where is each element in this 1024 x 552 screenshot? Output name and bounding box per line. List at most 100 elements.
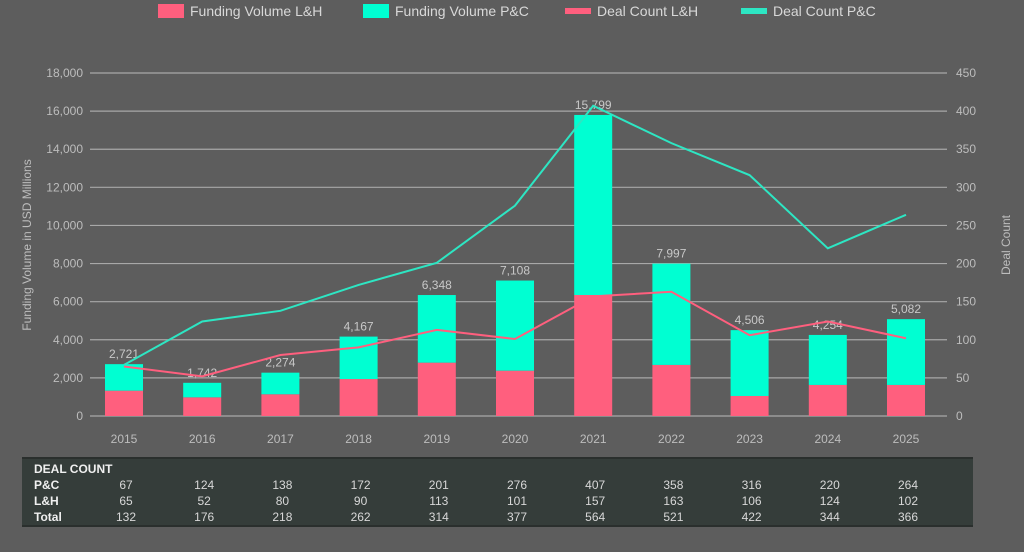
x-tick-label: 2018 bbox=[345, 432, 372, 446]
bar-funding-pc bbox=[808, 334, 847, 385]
y-tick-label: 18,000 bbox=[46, 66, 83, 80]
total-label: 7,997 bbox=[656, 247, 686, 261]
x-tick-label: 2023 bbox=[736, 432, 763, 446]
row-label: Total bbox=[34, 510, 62, 524]
bar-funding-lh bbox=[574, 294, 613, 416]
chart: Funding Volume in USD Millions Deal Coun… bbox=[20, 66, 1013, 446]
y2-tick-label: 400 bbox=[956, 104, 976, 118]
bar-funding-lh bbox=[417, 362, 456, 416]
legend: Funding Volume L&H Funding Volume P&C De… bbox=[0, 3, 1024, 23]
bar-funding-pc bbox=[730, 330, 769, 396]
legend-item-deals-lh[interactable]: Deal Count L&H bbox=[565, 3, 698, 19]
bar-funding-pc bbox=[574, 114, 613, 295]
table-cell: 102 bbox=[897, 494, 919, 508]
table-row: L&H 65 52 80 90 113 101 157 163 106 124 102 bbox=[22, 494, 973, 510]
row-label: P&C bbox=[34, 478, 60, 492]
legend-swatch bbox=[363, 4, 389, 18]
y2-tick-label: 450 bbox=[956, 66, 976, 80]
table-cell: 176 bbox=[194, 510, 215, 524]
y-tick-label: 12,000 bbox=[46, 180, 83, 194]
legend-label: Deal Count P&C bbox=[773, 3, 876, 19]
table-cell: 113 bbox=[429, 494, 449, 508]
bar-funding-pc bbox=[496, 280, 534, 371]
y2-tick-label: 350 bbox=[956, 142, 976, 156]
table-cell: 65 bbox=[119, 494, 133, 508]
table-cell: 157 bbox=[585, 494, 606, 508]
y-tick-label: 2,000 bbox=[53, 371, 83, 385]
table-cell: 344 bbox=[819, 510, 840, 524]
x-tick-label: 2019 bbox=[423, 432, 450, 446]
table-cell: 407 bbox=[585, 478, 606, 492]
total-label: 7,108 bbox=[500, 264, 530, 278]
y-tick-label: 4,000 bbox=[53, 333, 83, 347]
y-tick-label: 14,000 bbox=[46, 142, 83, 156]
table-cell: 366 bbox=[897, 510, 919, 524]
y-tick-label: 10,000 bbox=[46, 218, 83, 232]
table-cell: 172 bbox=[350, 478, 371, 492]
bar-funding-pc bbox=[652, 263, 691, 365]
table-cell: 52 bbox=[197, 494, 211, 508]
y-tick-label: 0 bbox=[76, 409, 83, 423]
legend-swatch bbox=[741, 8, 767, 14]
y2-tick-label: 300 bbox=[956, 180, 976, 194]
table-cell: 132 bbox=[115, 510, 137, 524]
bar-funding-lh bbox=[730, 395, 769, 416]
bar-funding-pc bbox=[261, 372, 300, 395]
table-cell: 264 bbox=[897, 478, 919, 492]
total-label: 4,254 bbox=[813, 318, 843, 332]
x-tick-label: 2015 bbox=[111, 432, 138, 446]
y-axis-label: Funding Volume in USD Millions bbox=[20, 159, 34, 330]
y2-tick-label: 200 bbox=[956, 257, 976, 271]
table-cell: 106 bbox=[741, 494, 762, 508]
y2-axis-label: Deal Count bbox=[999, 214, 1013, 275]
legend-swatch bbox=[158, 4, 184, 18]
table-cell: 80 bbox=[275, 494, 290, 508]
table-cell: 358 bbox=[663, 478, 684, 492]
bar-funding-pc bbox=[887, 319, 925, 385]
legend-item-deals-pc[interactable]: Deal Count P&C bbox=[741, 3, 876, 19]
table-cell: 90 bbox=[353, 494, 368, 508]
deal-count-table: DEAL COUNT P&C 67 124 138 172 201 276 407 358 316… bbox=[22, 457, 973, 527]
table-cell: 101 bbox=[506, 494, 528, 508]
table-cell: 316 bbox=[741, 478, 762, 492]
total-label: 5,082 bbox=[891, 302, 921, 316]
table-title: DEAL COUNT bbox=[34, 462, 113, 476]
legend-item-funding-lh[interactable]: Funding Volume L&H bbox=[158, 3, 322, 19]
bar-funding-pc bbox=[339, 336, 378, 380]
legend-label: Deal Count L&H bbox=[597, 3, 699, 19]
y-tick-label: 16,000 bbox=[46, 104, 83, 118]
bar-funding-pc bbox=[183, 382, 222, 398]
table-cell: 377 bbox=[506, 510, 528, 524]
table-cell: 138 bbox=[272, 478, 293, 492]
bar-funding-lh bbox=[183, 397, 222, 416]
y2-tick-label: 50 bbox=[956, 371, 970, 385]
bar-funding-pc bbox=[417, 295, 456, 363]
table-cell: 67 bbox=[119, 478, 133, 492]
x-tick-label: 2024 bbox=[814, 432, 841, 446]
legend-label: Funding Volume P&C bbox=[395, 3, 529, 19]
table-cell: 124 bbox=[194, 478, 215, 492]
legend-swatch bbox=[565, 8, 591, 14]
y2-tick-label: 250 bbox=[956, 218, 976, 232]
bar-funding-lh bbox=[887, 384, 925, 416]
total-label: 6,348 bbox=[422, 278, 452, 292]
total-label: 2,274 bbox=[265, 356, 295, 370]
row-label: L&H bbox=[34, 494, 59, 508]
y-tick-label: 6,000 bbox=[53, 295, 83, 309]
x-tick-label: 2022 bbox=[658, 432, 685, 446]
table-cell: 422 bbox=[741, 510, 762, 524]
legend-item-funding-pc[interactable]: Funding Volume P&C bbox=[363, 3, 529, 19]
bar-funding-lh bbox=[652, 364, 691, 416]
y2-tick-label: 150 bbox=[956, 295, 976, 309]
table-cell: 201 bbox=[428, 478, 449, 492]
x-tick-label: 2017 bbox=[267, 432, 294, 446]
bar-funding-lh bbox=[261, 394, 300, 416]
bar-funding-lh bbox=[105, 390, 143, 416]
table-cell: 262 bbox=[350, 510, 371, 524]
table-row: P&C 67 124 138 172 201 276 407 358 316 220 264 bbox=[22, 478, 973, 494]
x-tick-label: 2020 bbox=[502, 432, 529, 446]
table-cell: 564 bbox=[585, 510, 606, 524]
table-cell: 124 bbox=[819, 494, 840, 508]
y2-tick-label: 100 bbox=[956, 333, 976, 347]
total-label: 4,167 bbox=[344, 320, 374, 334]
